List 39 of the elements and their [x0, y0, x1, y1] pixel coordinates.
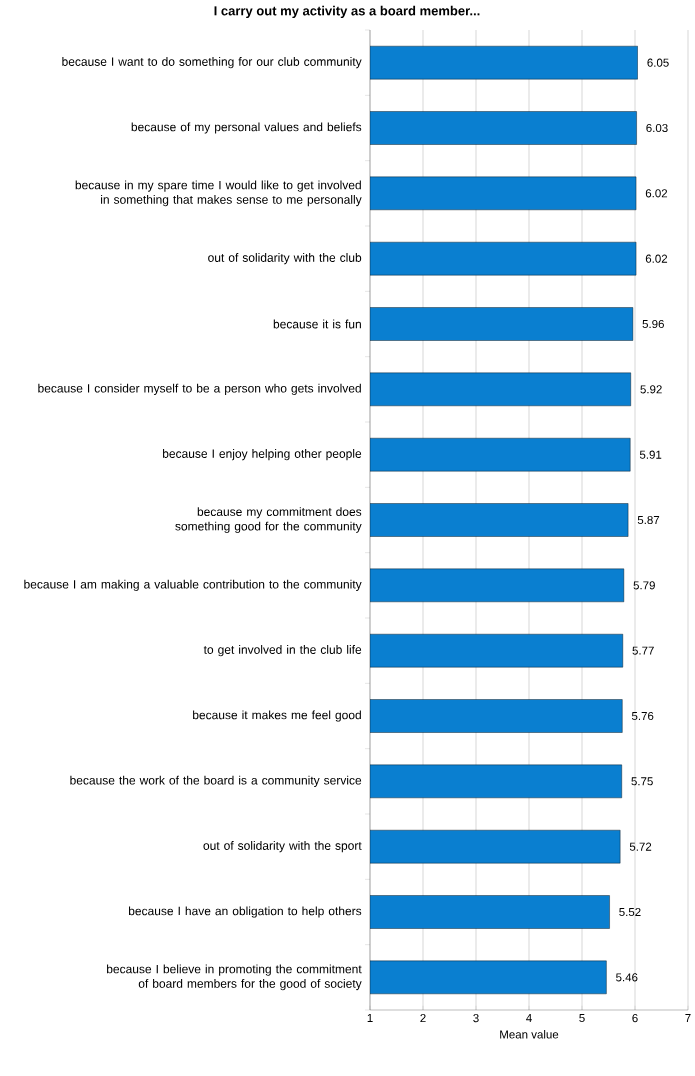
data-label: 5.92 — [640, 385, 662, 394]
data-label: 6.05 — [647, 58, 669, 67]
chart-title: I carry out my activity as a board member... — [214, 5, 480, 18]
x-tick-label: 6 — [632, 1014, 638, 1023]
y-tick-label: because I want to do something for our club community — [62, 57, 362, 69]
x-tick-label: 7 — [685, 1014, 691, 1022]
data-label: 6.03 — [646, 123, 668, 133]
y-tick-label: because I consider myself to be a person who gets involved — [38, 383, 361, 395]
data-label: 5.46 — [616, 973, 638, 982]
data-label: 6.02 — [645, 254, 668, 263]
y-tick-label: because it makes me feel good — [193, 710, 361, 722]
data-label: 5.91 — [639, 450, 662, 459]
x-tick-label: 1 — [367, 1014, 373, 1022]
y-tick-label: because my commitment does something good for the community — [175, 507, 362, 533]
data-label: 5.76 — [631, 711, 654, 721]
x-tick-label: 3 — [473, 1014, 479, 1023]
y-tick-label: because it is fun — [273, 319, 361, 329]
y-tick-label: because the work of the board is a community service — [70, 775, 362, 787]
data-label: 5.75 — [631, 777, 653, 786]
x-tick-label: 2 — [420, 1014, 426, 1023]
y-tick-label: because I enjoy helping other people — [163, 449, 362, 461]
data-label: 5.52 — [619, 907, 641, 917]
x-tick-label: 5 — [579, 1014, 585, 1023]
data-label: 5.87 — [637, 515, 660, 525]
data-label: 5.96 — [642, 319, 664, 329]
x-tick-label: 4 — [526, 1014, 532, 1022]
y-tick-label: out of solidarity with the club — [208, 253, 362, 265]
y-tick-label: because I believe in promoting the commitment of board members for the good of society — [107, 964, 362, 991]
data-label: 5.79 — [633, 581, 655, 590]
y-tick-label: because I am making a valuable contribution to the community — [24, 579, 362, 591]
y-tick-label: because in my spare time I would like to get involved in something that makes sense to me personally — [75, 180, 362, 207]
y-tick-label: because I have an obligation to help others — [129, 906, 362, 918]
x-axis-title: Mean value — [500, 1030, 559, 1039]
y-tick-label: out of solidarity with the sport — [203, 841, 362, 853]
y-tick-label: to get involved in the club life — [203, 645, 362, 657]
data-label: 5.77 — [632, 646, 654, 655]
y-tick-label: because of my personal values and beliefs — [131, 122, 362, 134]
data-label: 6.02 — [645, 189, 668, 198]
data-label: 5.72 — [629, 842, 652, 851]
